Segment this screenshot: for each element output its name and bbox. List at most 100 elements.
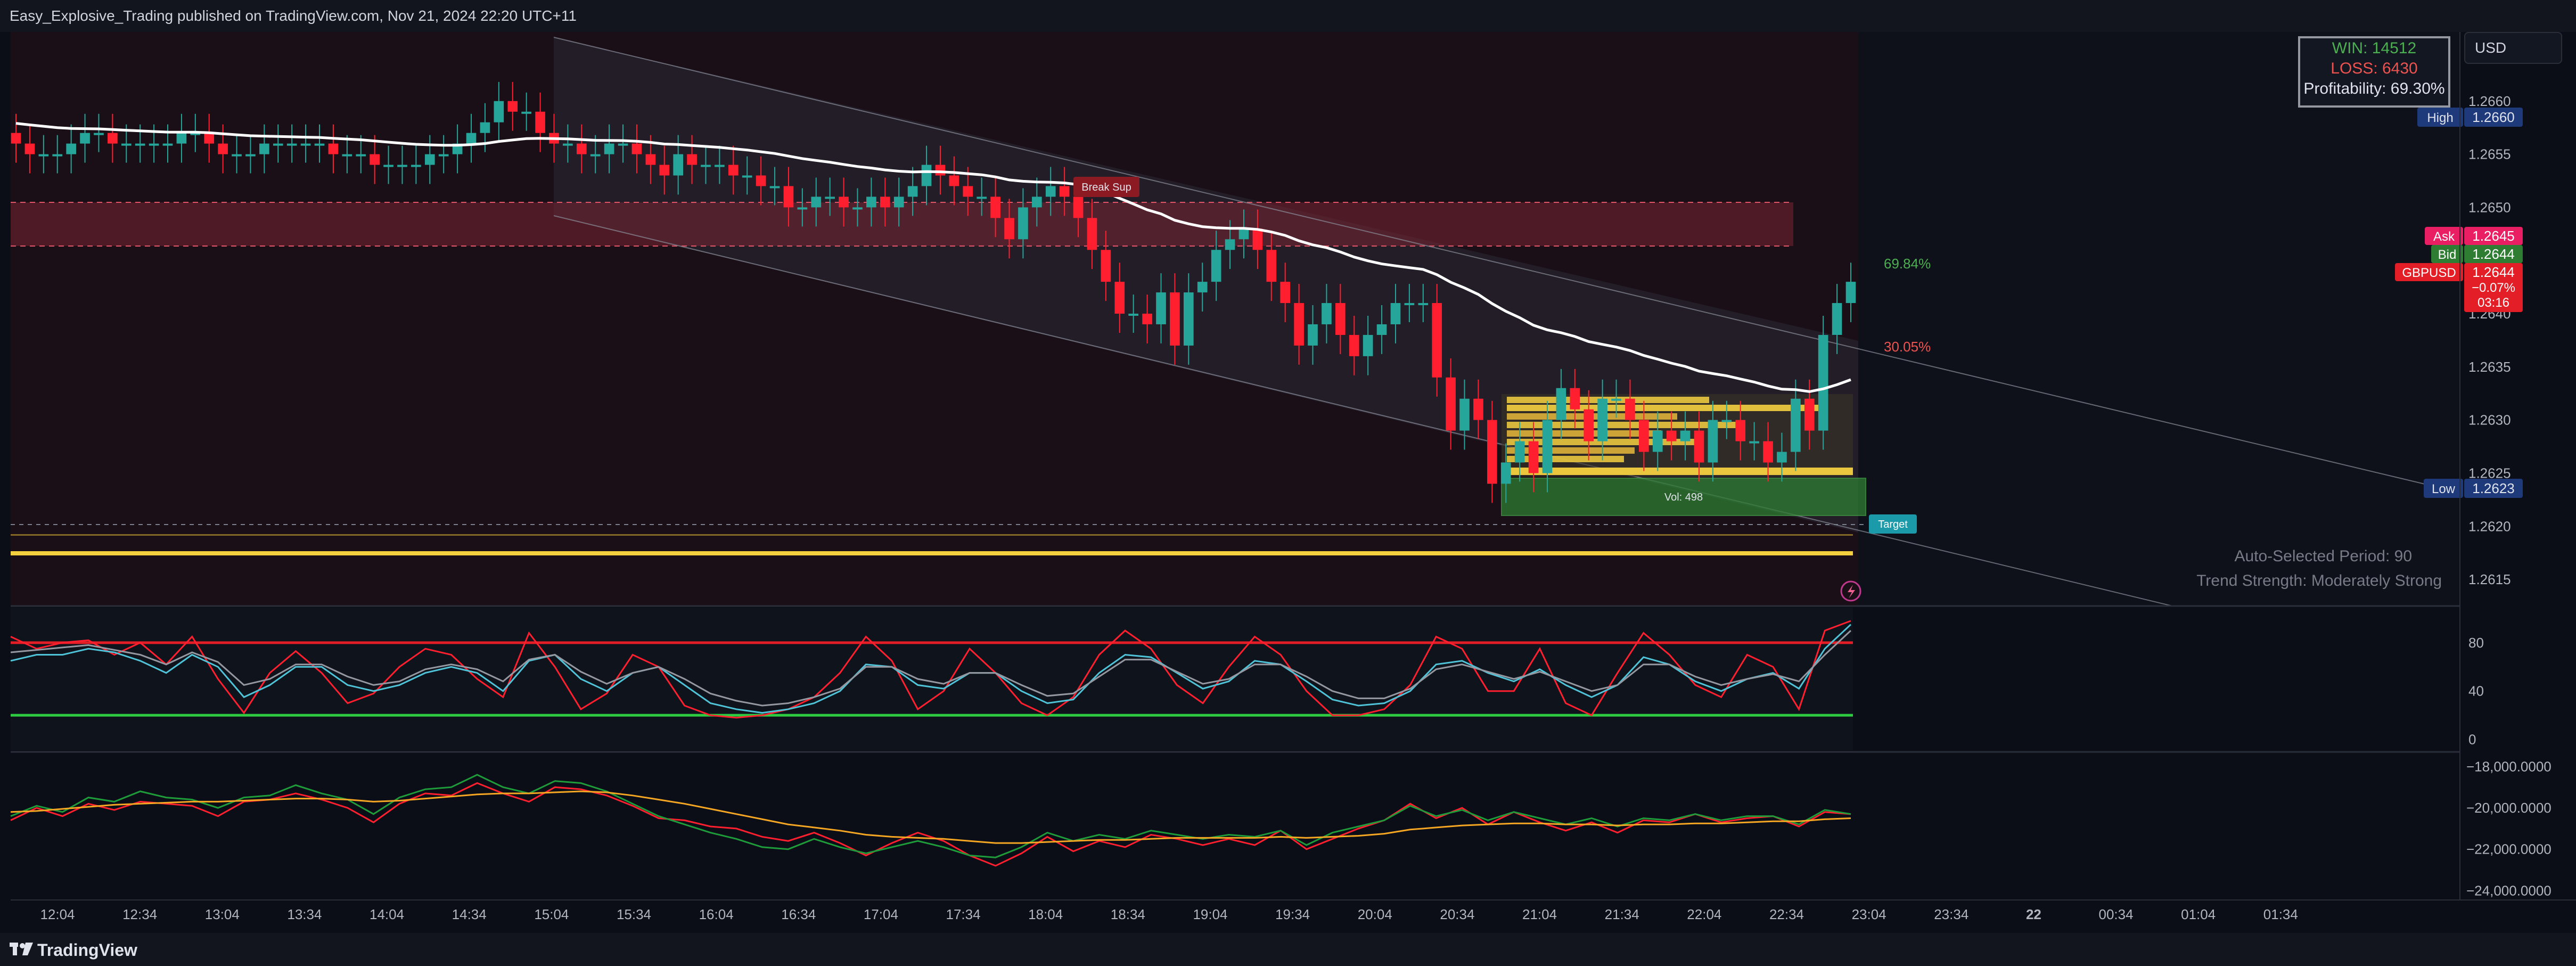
time-tick-label: 19:04 — [1193, 906, 1227, 922]
candle — [907, 167, 918, 216]
candle — [1004, 199, 1014, 259]
break-sup-label: Break Sup — [1081, 182, 1131, 193]
time-tick-label: 21:04 — [1522, 906, 1557, 922]
candle — [1514, 422, 1525, 482]
candle — [535, 92, 545, 152]
lower-series-line — [10, 774, 1851, 858]
candle — [1639, 400, 1649, 471]
candle — [1031, 177, 1042, 227]
candle — [1142, 294, 1152, 343]
candle — [1556, 369, 1566, 439]
candle — [1101, 231, 1111, 301]
candle — [1721, 400, 1732, 439]
candle — [687, 135, 697, 184]
price-tick-label: 1.2635 — [2468, 359, 2511, 375]
candle — [728, 145, 739, 195]
candle — [1266, 231, 1277, 301]
price-tick-label: 1.2620 — [2468, 518, 2511, 534]
time-tick-label: 12:04 — [40, 906, 75, 922]
low-tag-value: 1.2623 — [2472, 480, 2515, 496]
time-tick-label: 13:04 — [205, 906, 240, 922]
time-tick-label: 16:34 — [781, 906, 816, 922]
candle — [1018, 188, 1028, 259]
poc-line-2 — [11, 534, 1853, 536]
candle — [866, 177, 876, 227]
candle — [1335, 284, 1346, 354]
time-tick-label: 18:34 — [1111, 906, 1145, 922]
candle — [839, 177, 849, 227]
trend-label: Trend Strength: Moderately Strong — [2196, 572, 2442, 590]
lightning-icon[interactable] — [1840, 580, 1861, 602]
candle — [245, 135, 256, 174]
time-tick-label: 21:34 — [1605, 906, 1639, 922]
candle — [1087, 199, 1097, 269]
price-axis[interactable]: 1.26151.26201.26251.26301.26351.26401.26… — [2468, 93, 2511, 587]
time-tick-label: 22:34 — [1769, 906, 1804, 922]
high-tag-value: 1.2660 — [2472, 109, 2515, 125]
candle — [273, 124, 283, 163]
candle — [1694, 411, 1704, 482]
oscillator-pane — [11, 608, 1853, 750]
volume-label: Vol: 498 — [1664, 492, 1703, 503]
candle — [1832, 284, 1842, 354]
target-tag — [1869, 514, 1917, 534]
candle — [1459, 379, 1470, 450]
candle — [701, 145, 711, 184]
candles-group — [11, 81, 1856, 503]
channel-lower-line — [553, 215, 2173, 607]
ask-tag-label: Ask — [2433, 230, 2455, 244]
candle — [1238, 209, 1249, 259]
candle — [659, 145, 670, 195]
candle — [852, 188, 863, 227]
candle — [949, 156, 959, 206]
candle — [1294, 284, 1304, 365]
oscillator-axis[interactable]: 80 40 0 — [2468, 635, 2484, 748]
candle — [1432, 284, 1442, 397]
currency-button[interactable]: USD — [2464, 32, 2562, 64]
candle — [1170, 273, 1180, 365]
time-tick-label: 20:34 — [1440, 906, 1474, 922]
candle — [1597, 379, 1607, 461]
candle — [356, 135, 366, 174]
candle — [1749, 422, 1759, 461]
profitability: Profitability: 69.30% — [2303, 80, 2445, 97]
loss-count: LOSS: 6430 — [2331, 60, 2418, 77]
candle — [1763, 422, 1773, 482]
candle — [108, 113, 118, 163]
time-tick-label: 20:04 — [1358, 906, 1392, 922]
candle — [604, 124, 614, 174]
oscillator-tick-label: 40 — [2468, 683, 2484, 699]
candle — [1666, 411, 1677, 461]
candle — [1252, 209, 1263, 269]
candle — [1390, 284, 1401, 343]
upper-pct-label: 69.84% — [1884, 256, 1931, 272]
candle — [94, 113, 104, 152]
low-tag-label: Low — [2432, 482, 2456, 496]
time-tick-label: 14:04 — [370, 906, 404, 922]
currency-label: USD — [2475, 39, 2507, 56]
time-tick-label: 18:04 — [1028, 906, 1063, 922]
change-value: −0.07% — [2472, 281, 2515, 295]
last-price-value: 1.2644 — [2472, 264, 2515, 280]
publisher-header: Easy_Explosive_Trading published on Trad… — [0, 0, 2576, 32]
candle — [397, 145, 407, 184]
candle — [176, 113, 187, 163]
candle — [1473, 379, 1483, 439]
time-axis[interactable]: 12:04 12:34 13:04 13:34 14:04 14:34 15:04 15:34… — [40, 906, 2298, 922]
candle — [1211, 231, 1221, 301]
candle — [66, 124, 76, 174]
lower-indicator-group — [10, 774, 1851, 867]
lower-indicator-axis[interactable]: −18,000.0000 −20,000.0000 −22,000.0000 −24,… — [2466, 758, 2552, 898]
candle — [383, 145, 393, 184]
time-tick-label: 19:34 — [1275, 906, 1310, 922]
lower-tick-label: −22,000.0000 — [2466, 841, 2552, 857]
candle — [286, 124, 297, 163]
candle — [769, 167, 780, 206]
candle — [1322, 284, 1332, 343]
price-tick-label: 1.2660 — [2468, 93, 2511, 109]
candle — [1363, 316, 1373, 375]
candle — [507, 81, 518, 131]
time-tick-label: 17:34 — [946, 906, 981, 922]
candle — [1791, 379, 1801, 471]
